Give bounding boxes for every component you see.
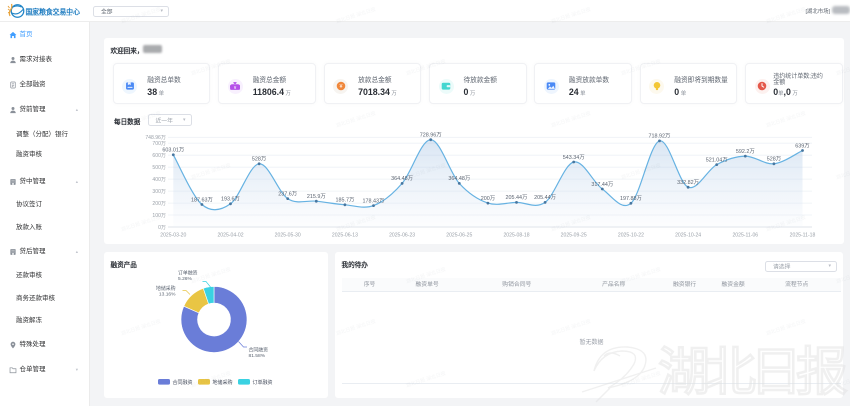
svg-text:100万: 100万 — [152, 213, 166, 219]
svg-text:639万: 639万 — [795, 142, 810, 149]
svg-text:215.9万: 215.9万 — [307, 193, 326, 200]
svg-text:205.44万: 205.44万 — [506, 194, 528, 201]
svg-text:528万: 528万 — [252, 156, 267, 163]
svg-text:2025-04-02: 2025-04-02 — [217, 233, 243, 239]
svg-text:237.6万: 237.6万 — [278, 190, 297, 197]
svg-text:200万: 200万 — [152, 201, 166, 207]
svg-text:合同融资: 合同融资 — [249, 347, 269, 354]
svg-text:2025-11-06: 2025-11-06 — [732, 233, 758, 239]
svg-text:2025-08-18: 2025-08-18 — [503, 233, 529, 239]
svg-text:600万: 600万 — [152, 153, 166, 159]
svg-text:2025-10-24: 2025-10-24 — [675, 233, 701, 239]
svg-text:592.2万: 592.2万 — [736, 148, 755, 155]
svg-text:地储采购: 地储采购 — [156, 285, 176, 292]
svg-text:603.01万: 603.01万 — [162, 147, 184, 154]
svg-text:2025-03-20: 2025-03-20 — [160, 233, 186, 239]
svg-text:205.44万: 205.44万 — [534, 194, 556, 201]
svg-text:2025-06-13: 2025-06-13 — [332, 233, 358, 239]
svg-text:187.63万: 187.63万 — [191, 196, 213, 203]
svg-text:178.43万: 178.43万 — [363, 197, 385, 204]
svg-text:0万: 0万 — [158, 225, 166, 231]
svg-text:728.96万: 728.96万 — [420, 132, 442, 139]
svg-text:193.6万: 193.6万 — [221, 196, 240, 203]
svg-text:订单融资: 订单融资 — [178, 270, 198, 277]
svg-text:718.92万: 718.92万 — [649, 133, 671, 140]
svg-text:地储采购: 地储采购 — [213, 379, 233, 386]
svg-text:543.34万: 543.34万 — [563, 154, 585, 161]
svg-text:364.48万: 364.48万 — [391, 175, 413, 182]
svg-text:364.48万: 364.48万 — [448, 175, 470, 182]
svg-text:2025-05-30: 2025-05-30 — [275, 233, 301, 239]
svg-text:81.58%: 81.58% — [249, 353, 266, 359]
svg-text:合同融资: 合同融资 — [173, 379, 193, 386]
svg-text:2025-06-25: 2025-06-25 — [446, 233, 472, 239]
svg-text:200万: 200万 — [481, 195, 496, 202]
svg-text:¥: ¥ — [339, 84, 342, 90]
svg-text:2025-09-25: 2025-09-25 — [561, 233, 587, 239]
svg-text:197.88万: 197.88万 — [620, 195, 642, 202]
svg-text:5.26%: 5.26% — [178, 276, 193, 282]
svg-text:400万: 400万 — [152, 177, 166, 183]
svg-text:748.96万: 748.96万 — [145, 135, 166, 141]
svg-text:订单融资: 订单融资 — [253, 379, 273, 386]
svg-text:185.7万: 185.7万 — [335, 197, 354, 204]
svg-text:2025-11-18: 2025-11-18 — [790, 233, 816, 239]
svg-text:300万: 300万 — [152, 189, 166, 195]
svg-text:湖北日报: 湖北日报 — [658, 344, 848, 402]
svg-text:700万: 700万 — [152, 141, 166, 147]
svg-text:521.04万: 521.04万 — [706, 156, 728, 163]
svg-text:528万: 528万 — [767, 156, 782, 163]
svg-text:500万: 500万 — [152, 165, 166, 171]
svg-text:2025-06-23: 2025-06-23 — [389, 233, 415, 239]
svg-text:317.44万: 317.44万 — [591, 181, 613, 188]
svg-text:13.16%: 13.16% — [159, 292, 176, 298]
svg-text:2025-10-22: 2025-10-22 — [618, 233, 644, 239]
svg-text:332.82万: 332.82万 — [677, 179, 699, 186]
svg-text:¥: ¥ — [234, 85, 237, 90]
